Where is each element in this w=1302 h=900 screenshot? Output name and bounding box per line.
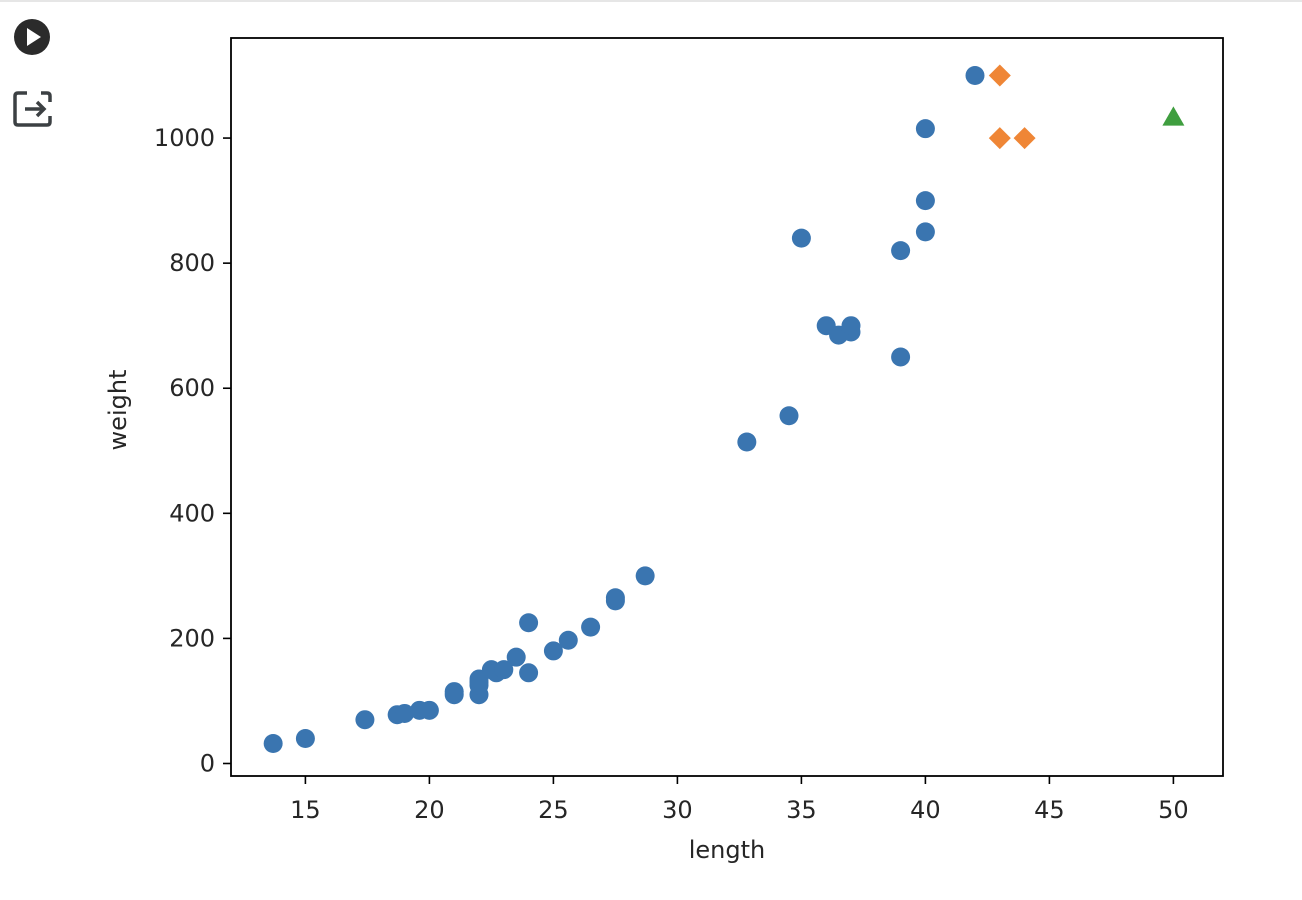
data-point — [581, 617, 601, 637]
data-point — [965, 66, 985, 86]
output-redirect-button[interactable] — [13, 90, 53, 128]
y-tick-label: 400 — [169, 499, 215, 527]
data-point — [355, 710, 375, 730]
cell-top-border — [0, 0, 1302, 2]
data-point — [915, 119, 935, 139]
data-point — [444, 682, 464, 702]
x-tick-label: 45 — [1034, 796, 1065, 824]
x-tick-label: 50 — [1158, 796, 1189, 824]
data-point — [605, 588, 625, 608]
x-tick-label: 15 — [290, 796, 321, 824]
neighbor-point — [988, 64, 1011, 87]
plot-area-frame — [230, 37, 1224, 777]
cell-gutter — [0, 0, 70, 900]
data-point — [891, 347, 911, 367]
x-tick-label: 35 — [786, 796, 817, 824]
x-tick-label: 40 — [910, 796, 941, 824]
neighbor-point — [988, 127, 1011, 150]
data-point — [558, 630, 578, 650]
data-point — [519, 663, 539, 683]
x-tick-label: 30 — [662, 796, 693, 824]
data-point — [915, 191, 935, 211]
data-point — [635, 566, 655, 586]
run-cell-button[interactable] — [13, 18, 51, 56]
data-point — [841, 316, 861, 336]
data-point — [891, 241, 911, 261]
y-axis-label: weight — [104, 370, 132, 451]
data-point — [737, 432, 757, 452]
data-point — [915, 222, 935, 242]
data-point — [519, 613, 539, 633]
output-redirect-icon — [13, 91, 52, 127]
y-tick-label: 1000 — [154, 124, 215, 152]
data-point — [779, 406, 799, 426]
x-tick-label: 25 — [538, 796, 569, 824]
data-point — [295, 728, 315, 748]
data-point — [395, 703, 415, 723]
x-tick-label: 20 — [414, 796, 445, 824]
query-point — [1162, 106, 1185, 126]
neighbor-point — [1013, 127, 1036, 150]
y-tick-label: 600 — [169, 374, 215, 402]
y-tick-label: 200 — [169, 624, 215, 652]
y-tick-label: 800 — [169, 249, 215, 277]
y-tick-label: 0 — [200, 749, 215, 777]
data-point — [506, 647, 526, 667]
data-point — [494, 660, 514, 680]
data-point — [543, 641, 563, 661]
data-point — [263, 733, 283, 753]
data-point — [791, 228, 811, 248]
play-circle-icon — [14, 19, 50, 55]
x-axis-label: length — [689, 836, 766, 864]
data-point — [419, 700, 439, 720]
